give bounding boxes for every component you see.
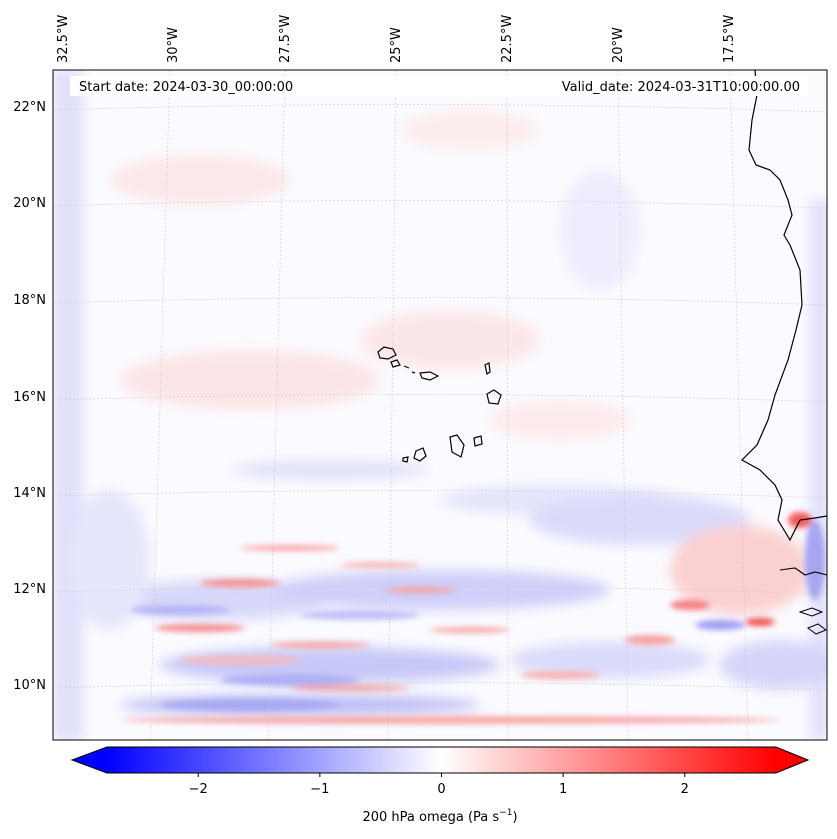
map-frame xyxy=(52,69,828,741)
lon-label: 32.5°W xyxy=(56,15,71,63)
colorbar-outline xyxy=(70,746,810,774)
lon-label: 22.5°W xyxy=(500,15,515,63)
lat-label: 18°N xyxy=(13,293,46,308)
map-area: Start date: 2024-03-30_00:00:00 Valid_da… xyxy=(53,70,827,740)
lat-label: 22°N xyxy=(13,100,46,115)
colorbar-tick-label: −2 xyxy=(189,782,208,797)
lon-label: 17.5°W xyxy=(722,15,737,63)
lon-label: 30°W xyxy=(166,27,181,63)
lat-label: 12°N xyxy=(13,582,46,597)
lat-label: 20°N xyxy=(13,196,46,211)
start-date-label: Start date: 2024-03-30_00:00:00 xyxy=(79,80,293,95)
colorbar-tick-label: 0 xyxy=(437,782,445,797)
colorbar: −2 −1 0 1 2 200 hPa omega (Pa s−1) xyxy=(70,746,810,825)
coastal-island xyxy=(798,607,824,617)
colorbar-tick-label: 2 xyxy=(681,782,689,797)
longitude-labels: 32.5°W 30°W 27.5°W 25°W 22.5°W 20°W 17.5… xyxy=(56,15,737,63)
lat-label: 10°N xyxy=(13,678,46,693)
lon-label: 27.5°W xyxy=(278,15,293,63)
lon-label: 20°W xyxy=(611,27,626,63)
omega-streaks xyxy=(120,512,825,724)
coastline-south xyxy=(779,567,827,576)
colorbar-tick-label: −1 xyxy=(310,782,329,797)
lat-label: 16°N xyxy=(13,390,46,405)
colorbar-min-extension xyxy=(72,747,107,773)
valid-date-label: Valid_date: 2024-03-31T10:00:00.00 xyxy=(562,80,800,95)
info-bar xyxy=(70,76,808,96)
colorbar-max-extension xyxy=(776,747,808,773)
lat-label: 14°N xyxy=(13,486,46,501)
coastal-island xyxy=(806,623,827,635)
coastline xyxy=(741,70,827,542)
latitude-labels: 22°N 20°N 18°N 16°N 14°N 12°N 10°N xyxy=(13,100,46,693)
lon-label: 25°W xyxy=(389,27,404,63)
colorbar-title: 200 hPa omega (Pa s−1) xyxy=(362,808,517,825)
colorbar-gradient xyxy=(107,747,776,773)
cape-verde-islands xyxy=(377,346,502,463)
colorbar-tick-label: 1 xyxy=(559,782,567,797)
colorbar-ticks: −2 −1 0 1 2 xyxy=(189,773,689,797)
